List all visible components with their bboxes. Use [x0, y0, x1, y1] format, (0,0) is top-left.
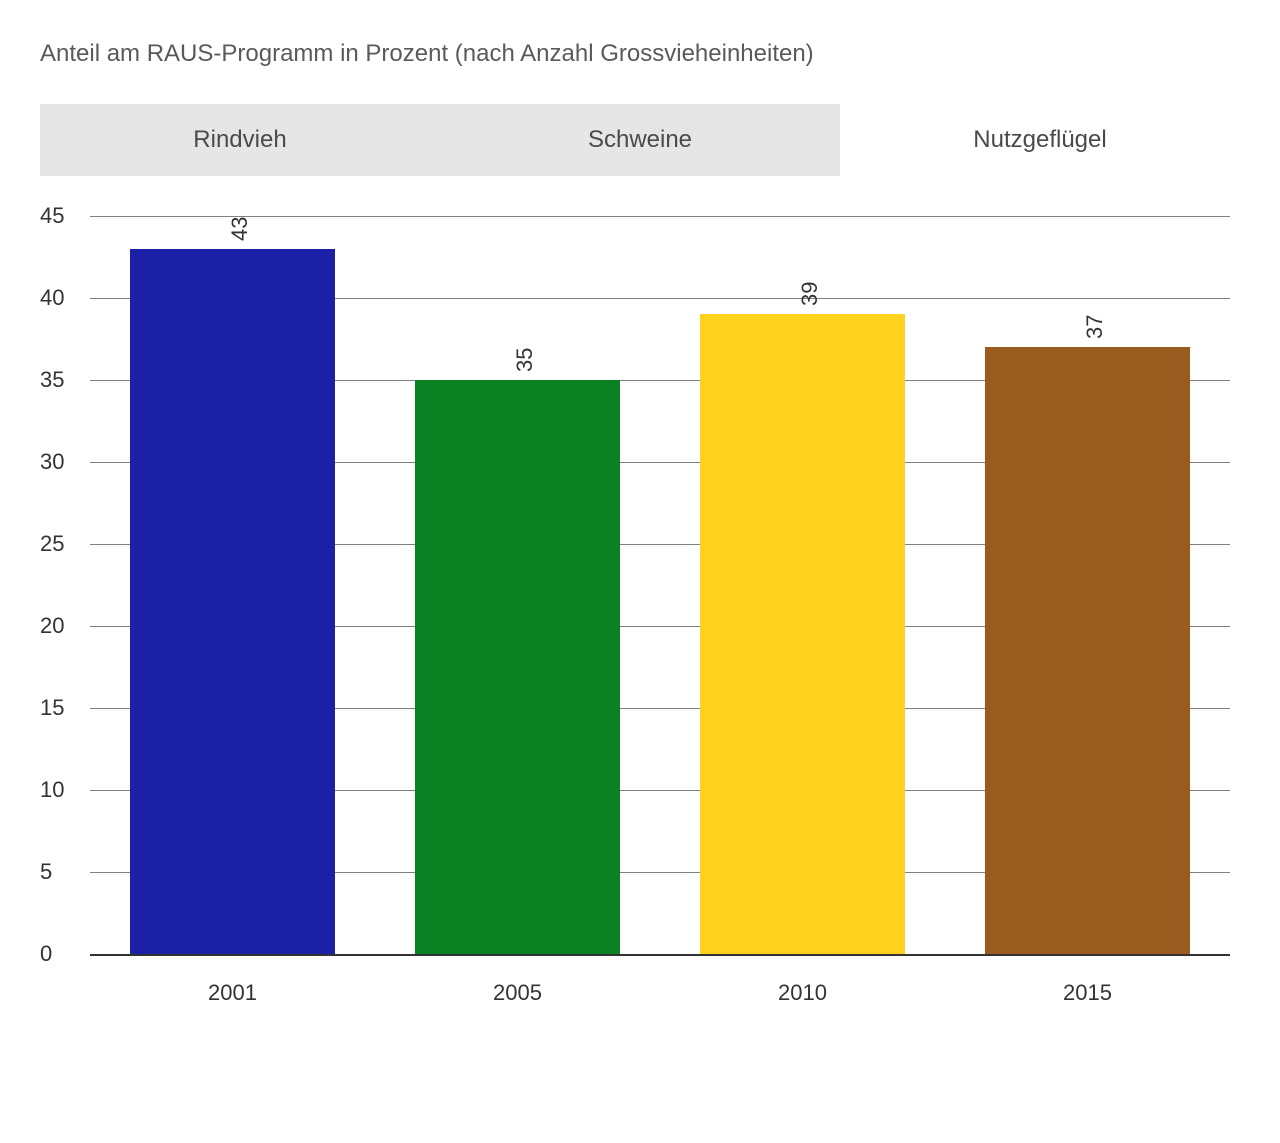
bar-slot: 39	[660, 216, 945, 954]
tab-schweine[interactable]: Schweine	[440, 104, 840, 176]
x-tick-label: 2001	[90, 980, 375, 1006]
bar-slot: 35	[375, 216, 660, 954]
y-tick-label: 35	[40, 367, 82, 393]
bar-value-label: 35	[512, 348, 538, 372]
tab-bar: Rindvieh Schweine Nutzgeflügel	[40, 104, 1240, 176]
y-tick-label: 15	[40, 695, 82, 721]
y-tick-label: 45	[40, 203, 82, 229]
tab-rindvieh[interactable]: Rindvieh	[40, 104, 440, 176]
y-tick-label: 40	[40, 285, 82, 311]
plot-region: 051015202530354045 43353937	[90, 216, 1230, 956]
x-tick-label: 2015	[945, 980, 1230, 1006]
y-tick-label: 5	[40, 859, 82, 885]
y-tick-label: 30	[40, 449, 82, 475]
bar-value-label: 43	[227, 216, 253, 240]
x-tick-label: 2010	[660, 980, 945, 1006]
bar-slot: 37	[945, 216, 1230, 954]
bars-group: 43353937	[90, 216, 1230, 954]
y-tick-label: 20	[40, 613, 82, 639]
y-tick-label: 25	[40, 531, 82, 557]
x-axis-labels: 2001200520102015	[90, 980, 1230, 1006]
bar: 37	[985, 347, 1190, 954]
bar: 35	[415, 380, 620, 954]
chart-title: Anteil am RAUS-Programm in Prozent (nach…	[40, 40, 1240, 68]
tab-nutzgefluegel[interactable]: Nutzgeflügel	[840, 104, 1240, 176]
bar: 43	[130, 249, 335, 954]
chart-container: Anteil am RAUS-Programm in Prozent (nach…	[40, 40, 1240, 1036]
bar: 39	[700, 314, 905, 954]
bar-value-label: 37	[1082, 315, 1108, 339]
x-tick-label: 2005	[375, 980, 660, 1006]
y-tick-label: 0	[40, 941, 82, 967]
chart-area: 051015202530354045 43353937 200120052010…	[40, 216, 1240, 1036]
bar-slot: 43	[90, 216, 375, 954]
bar-value-label: 39	[797, 282, 823, 306]
y-tick-label: 10	[40, 777, 82, 803]
